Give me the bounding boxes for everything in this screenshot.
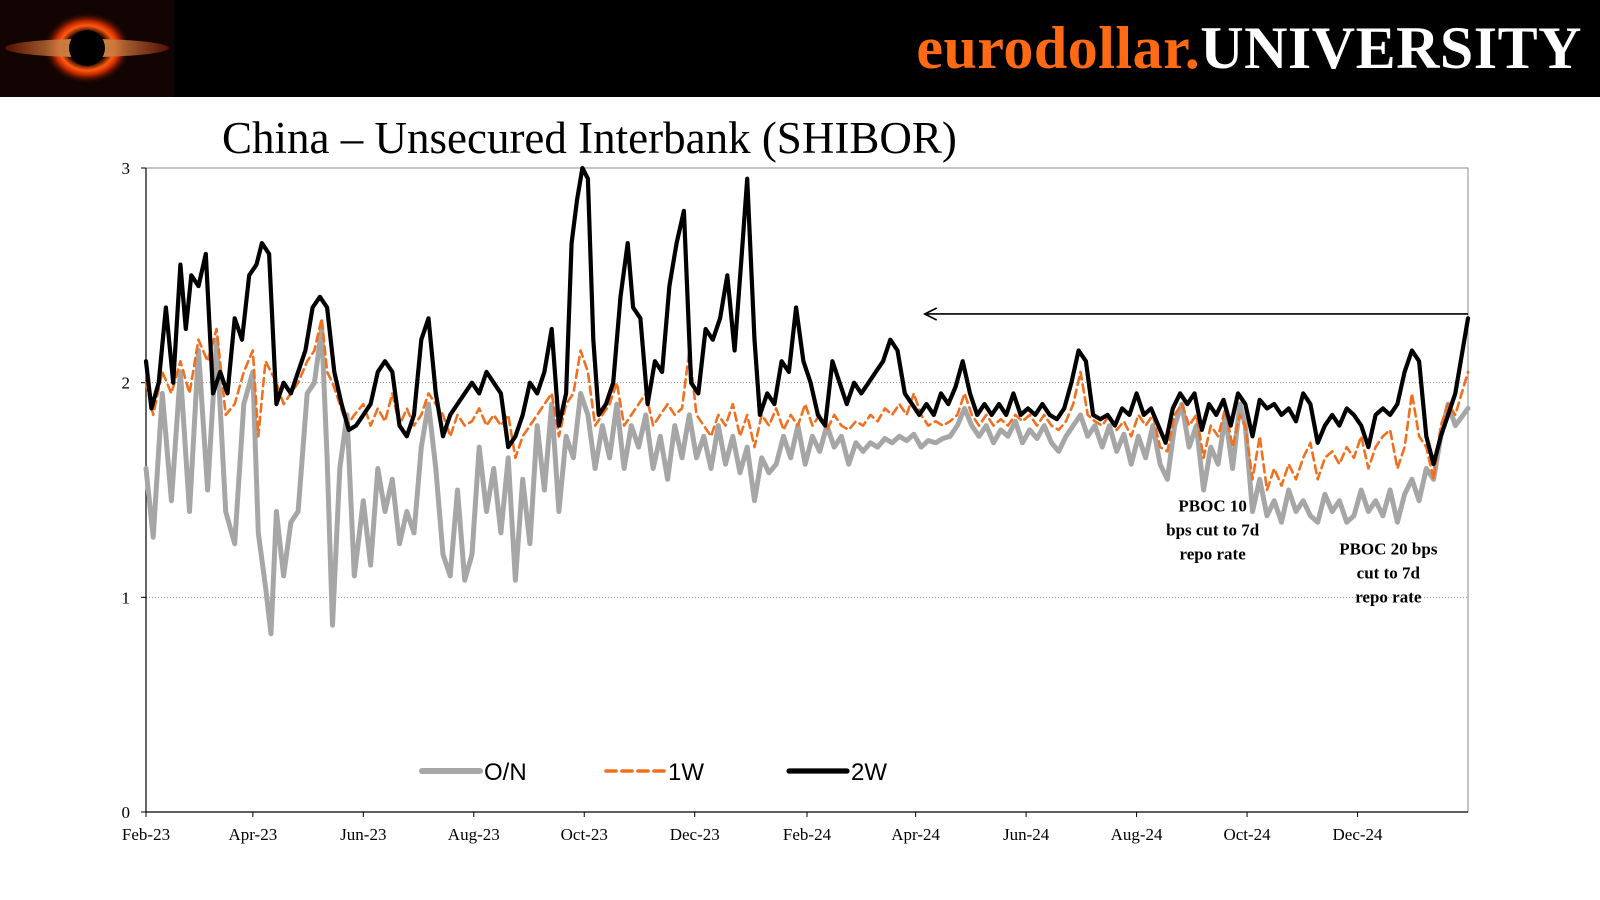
x-tick-label: Aug-24: [1111, 825, 1163, 844]
x-tick-label: Feb-24: [783, 825, 832, 844]
x-tick-label: Apr-24: [891, 825, 940, 844]
x-tick-label: Jun-23: [340, 825, 386, 844]
x-tick-label: Aug-23: [448, 825, 500, 844]
legend-label: 2W: [851, 759, 887, 786]
y-tick-label: 3: [122, 159, 131, 178]
legend-label: O/N: [484, 759, 527, 786]
y-tick-label: 2: [122, 374, 131, 393]
brand-part-university: UNIVERSITY: [1200, 15, 1582, 81]
annotation-text: repo rate: [1355, 587, 1422, 606]
series-line-1w: [144, 316, 1470, 492]
x-tick-label: Feb-23: [122, 825, 170, 844]
arrow-head-icon: [922, 307, 938, 321]
x-tick-label: Dec-24: [1333, 825, 1384, 844]
y-tick-label: 1: [122, 588, 131, 607]
annotation-text: repo rate: [1180, 544, 1247, 563]
y-tick-label: 0: [122, 803, 131, 822]
legend-label: 1W: [668, 759, 704, 786]
x-tick-label: Dec-23: [670, 825, 720, 844]
brand-wordmark: eurodollar.UNIVERSITY: [916, 8, 1582, 88]
header-bar: eurodollar.UNIVERSITY: [0, 0, 1600, 97]
chart-title: China – Unsecured Interbank (SHIBOR): [222, 113, 957, 163]
x-tick-label: Oct-24: [1223, 825, 1271, 844]
x-tick-label: Oct-23: [561, 825, 608, 844]
annotation-text: bps cut to 7d: [1166, 520, 1260, 539]
x-tick-label: Jun-24: [1003, 825, 1050, 844]
series-line-2w: [143, 165, 1471, 467]
annotation-text: cut to 7d: [1357, 563, 1421, 582]
black-hole-logo-icon: [0, 0, 174, 97]
plot-area-frame: [145, 167, 1469, 813]
annotation-text: PBOC 20 bps: [1339, 539, 1438, 558]
brand-part-eurodollar: eurodollar.: [916, 15, 1201, 81]
x-tick-label: Apr-23: [228, 825, 277, 844]
annotation-text: PBOC 10: [1178, 496, 1246, 515]
